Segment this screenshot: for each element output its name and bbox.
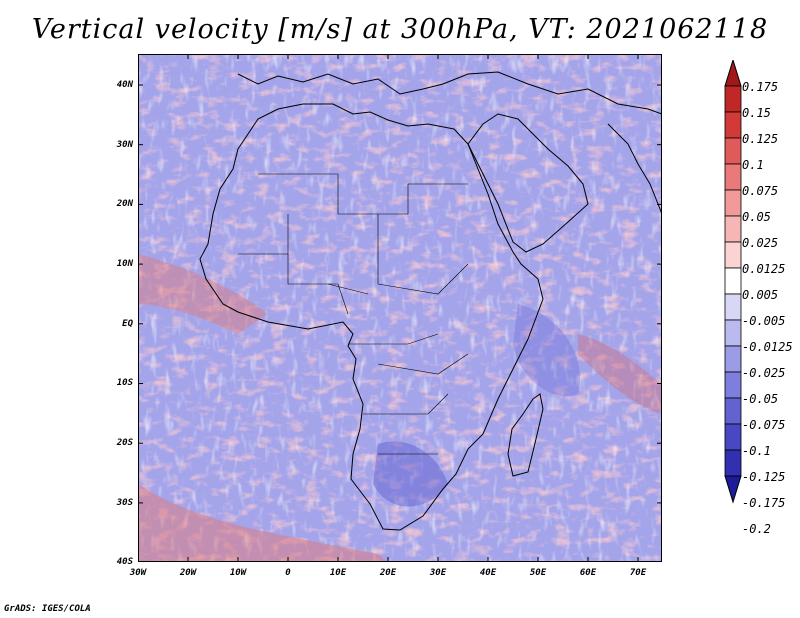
colorbar-label: -0.0125	[742, 340, 793, 354]
map-plot-area	[138, 54, 662, 562]
colorbar-label: 0.0125	[742, 262, 786, 276]
africa-coastline	[199, 103, 544, 531]
lat-label: 30S	[116, 498, 133, 508]
colorbar-bottom-arrow	[724, 475, 742, 504]
colorbar-label: -0.2	[742, 522, 771, 536]
negative-core-e	[513, 304, 580, 396]
field-streaks	[138, 54, 662, 562]
colorbar	[724, 60, 742, 504]
colorbar-swatch	[724, 397, 742, 425]
colorbar-top-arrow	[724, 60, 742, 87]
positive-band-w	[138, 254, 268, 334]
colorbar-label: 0.05	[742, 210, 771, 224]
colorbar-label: -0.05	[742, 392, 779, 406]
lon-label: 60E	[579, 568, 597, 578]
colorbar-swatch	[724, 215, 742, 243]
colorbar-label: 0.075	[742, 184, 779, 198]
colorbar-swatch	[724, 137, 742, 165]
colorbar-label: -0.005	[742, 314, 786, 328]
colorbar-swatch	[724, 449, 742, 477]
lon-label: 10E	[329, 568, 347, 578]
arabia-outline	[467, 113, 589, 253]
chart-title: Vertical velocity [m/s] at 300hPa, VT: 2…	[31, 14, 769, 45]
colorbar-swatch	[724, 85, 742, 113]
colorbar-swatch	[724, 371, 742, 399]
colorbar-swatch	[724, 423, 742, 451]
lon-label: 70E	[629, 568, 647, 578]
colorbar-swatch	[724, 189, 742, 217]
colorbar-label: -0.175	[742, 496, 786, 510]
colorbar-label: -0.025	[742, 366, 786, 380]
lat-label: 30N	[116, 140, 133, 150]
positive-band-sw	[138, 484, 388, 562]
colorbar-label: 0.025	[742, 236, 779, 250]
lat-label: 20S	[116, 438, 133, 448]
colorbar-label: -0.125	[742, 470, 786, 484]
lon-label: 50E	[529, 568, 547, 578]
europe-coastline	[237, 71, 662, 115]
colorbar-swatch	[724, 111, 742, 139]
colorbar-swatch	[724, 319, 742, 347]
colorbar-label: 0.15	[742, 106, 771, 120]
colorbar-swatch	[724, 241, 742, 269]
colorbar-label: -0.1	[742, 444, 771, 458]
colorbar-label: 0.005	[742, 288, 779, 302]
lon-label: 0	[285, 568, 291, 578]
lon-label: 20E	[379, 568, 397, 578]
lon-label: 20W	[179, 568, 197, 578]
madagascar-outline	[507, 393, 544, 477]
colorbar-swatch	[724, 345, 742, 373]
credit-text: GrADS: IGES/COLA	[4, 604, 91, 614]
colorbar-swatch	[724, 163, 742, 191]
lon-label: 30E	[429, 568, 447, 578]
tick-marks	[138, 54, 662, 562]
lat-label: 40N	[116, 80, 133, 90]
colorbar-swatch	[724, 267, 742, 295]
lat-label: EQ	[122, 319, 133, 329]
country-borders	[238, 173, 469, 455]
lat-label: 10N	[116, 259, 133, 269]
colorbar-label: 0.1	[742, 158, 764, 172]
lat-label: 40S	[116, 557, 133, 567]
colorbar-label: 0.175	[742, 80, 779, 94]
lat-label: 10S	[116, 378, 133, 388]
colorbar-swatch	[724, 293, 742, 321]
lon-label: 10W	[229, 568, 247, 578]
lon-label: 40E	[479, 568, 497, 578]
india-outline	[607, 123, 662, 215]
colorbar-label: 0.125	[742, 132, 779, 146]
lat-label: 20N	[116, 199, 133, 209]
colorbar-label: -0.075	[742, 418, 786, 432]
lon-label: 30W	[129, 568, 147, 578]
positive-band-se	[578, 334, 662, 414]
map-frame	[138, 54, 662, 562]
negative-core-s	[373, 441, 448, 507]
